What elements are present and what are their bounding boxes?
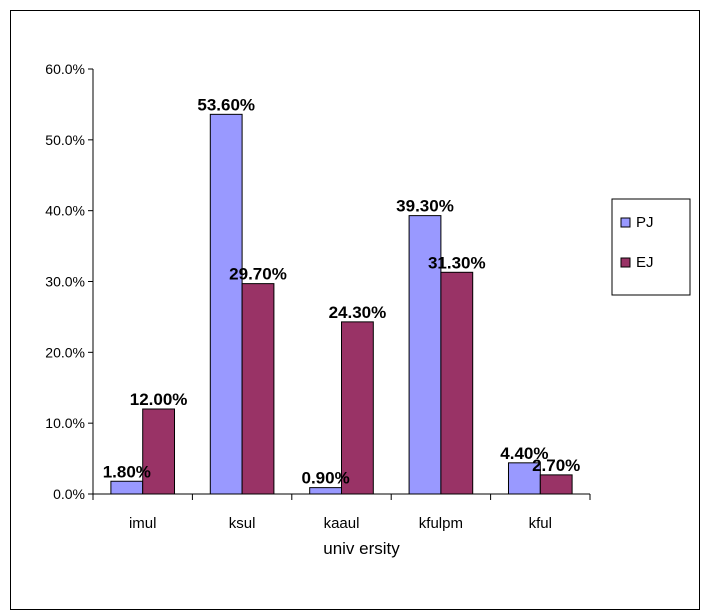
legend-box [611,198,691,296]
data-label-pj: 39.30% [396,197,454,216]
data-labels: 1.80% 53.60% 0.90% 39.30% 4.40% 12.00% 29.70% 2… [103,95,581,487]
bar-chart: 0.0% 10.0% 20.0% 30.0% 40.0% 50.0% 60.0% imul ks… [45,61,691,558]
bar-ej [341,321,374,495]
data-label-ej: 29.70% [229,265,287,284]
legend-swatch-ej [620,257,631,268]
axes: 0.0% 10.0% 20.0% 30.0% 40.0% 50.0% 60.0% imul ks… [45,61,591,532]
bar-pj [209,113,243,495]
data-label-ej: 2.70% [532,456,580,475]
legend-label-pj: PJ [636,214,654,231]
x-axis-title: univ ersity [323,539,400,558]
x-tick-label: ksul [229,515,256,532]
chart-area [10,10,700,610]
legend-swatch-pj [620,217,631,228]
x-tick-label: kfulpm [419,515,463,532]
data-label-ej: 12.00% [130,390,188,409]
bars [110,113,573,495]
y-tick-label: 60.0% [45,61,85,77]
bar-pj [408,215,442,495]
y-tick-label: 10.0% [45,415,85,431]
y-tick-label: 20.0% [45,344,85,360]
y-tick-label: 40.0% [45,203,85,219]
y-tick-label: 0.0% [53,486,85,502]
y-tick-label: 50.0% [45,132,85,148]
data-label-pj: 53.60% [197,95,255,114]
bar-ej [241,283,275,495]
x-tick-label: kaaul [324,515,360,532]
data-label-pj: 4.40% [500,444,548,463]
x-tick-label: kful [529,515,552,532]
data-label-ej: 31.30% [428,253,486,272]
bar-ej [142,408,176,495]
data-label-pj: 1.80% [103,462,151,481]
bar-pj [309,487,342,495]
bar-pj [110,480,144,495]
data-label-pj: 0.90% [301,469,349,488]
bar-ej [539,474,573,495]
data-label-ej: 24.30% [329,303,387,322]
bar-ej [440,271,474,495]
legend-label-ej: EJ [636,254,654,271]
x-tick-label: imul [129,515,157,532]
y-tick-label: 30.0% [45,274,85,290]
legend: PJ EJ [611,198,691,296]
